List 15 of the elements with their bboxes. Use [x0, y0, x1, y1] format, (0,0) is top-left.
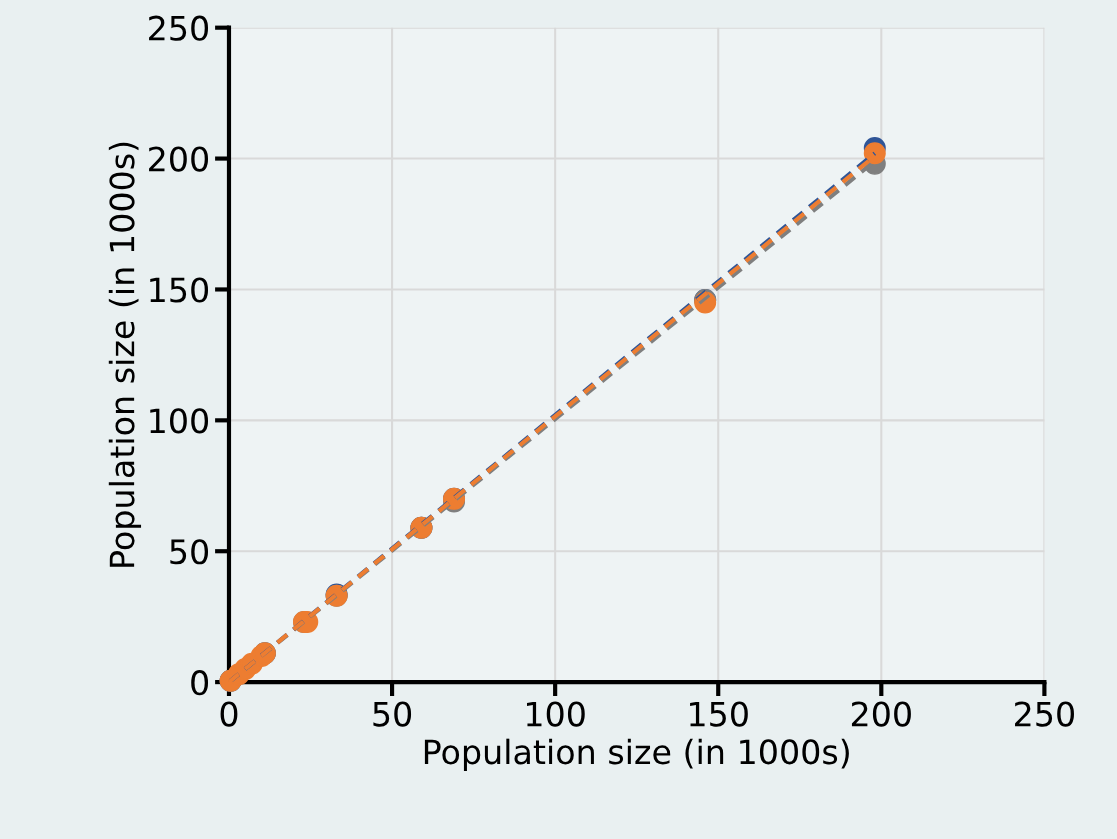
point [863, 142, 886, 165]
x-tick-label: 50 [373, 701, 412, 727]
y-tick-label: 0 [191, 670, 209, 696]
y-tick-label: 200 [149, 146, 209, 172]
y-tick-label: 50 [170, 539, 209, 565]
x-tick-label: 250 [1015, 701, 1074, 727]
x-tick-label: 200 [851, 701, 911, 727]
y-axis-title: Population size (in 1000s) [108, 142, 142, 567]
y-tick-label: 250 [149, 15, 209, 41]
x-tick-label: 100 [527, 701, 585, 727]
x-tick-label: 150 [690, 701, 748, 727]
y-tick-label: 150 [150, 277, 209, 303]
x-tick-label: 0 [220, 701, 238, 727]
x-axis-title: Population size (in 1000s) [424, 738, 849, 771]
y-tick-label: 100 [150, 408, 209, 434]
